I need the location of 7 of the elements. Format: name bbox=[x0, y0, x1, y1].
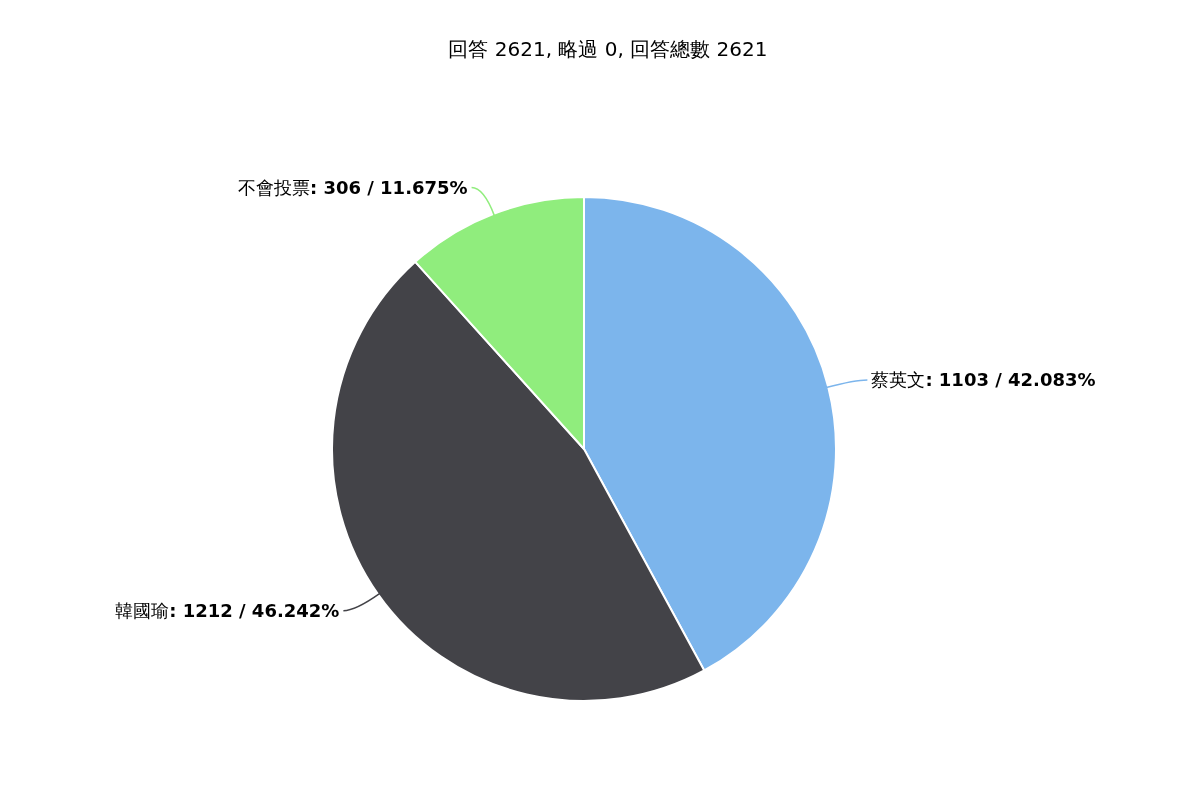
slice-label: 不會投票 bbox=[237, 176, 310, 198]
slice-label: 韓國瑜 bbox=[115, 599, 170, 621]
data-label: : 1103 / 42.083% bbox=[925, 369, 1096, 391]
slice-label: 蔡英文 bbox=[871, 369, 926, 391]
chart-title: 回答 2621, 略過 0, 回答總數 2621 bbox=[448, 37, 768, 61]
data-label: : 1212 / 46.242% bbox=[169, 599, 340, 621]
data-label: : 306 / 11.675% bbox=[309, 176, 468, 198]
